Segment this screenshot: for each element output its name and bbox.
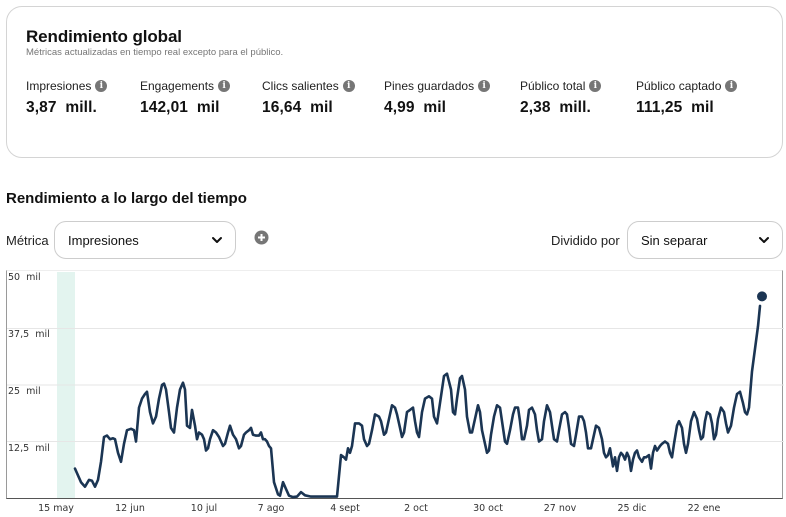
split-select-value: Sin separar (641, 232, 708, 248)
global-performance-card: Rendimiento global Métricas actualizadas… (6, 6, 783, 158)
x-tick: 4 sept (330, 503, 360, 514)
metric-value: 2,38 mill. (520, 99, 591, 116)
metric-label: Engagements (140, 79, 215, 93)
x-tick: 15 may (38, 503, 74, 514)
x-tick: 30 oct (473, 503, 503, 514)
plus-circle-icon[interactable] (254, 230, 269, 245)
over-time-title: Rendimiento a lo largo del tiempo (6, 190, 247, 207)
y-tick: 25 mil (8, 386, 41, 397)
metric-value: 111,25 mil (636, 99, 714, 116)
info-icon[interactable]: i (95, 80, 108, 92)
metric-engagements: Engagements i 142,01 mil (140, 79, 231, 117)
metric-label: Público captado (636, 79, 722, 93)
global-title: Rendimiento global (26, 27, 182, 46)
metric-value: 3,87 mill. (26, 99, 97, 116)
x-tick: 22 ene (687, 503, 721, 514)
info-icon[interactable]: i (218, 80, 231, 92)
metric-clics-salientes: Clics salientes i 16,64 mil (262, 79, 355, 117)
metric-value: 142,01 mil (140, 99, 220, 116)
x-tick: 7 ago (257, 503, 285, 514)
info-icon[interactable]: i (478, 80, 491, 92)
x-tick: 25 dic (617, 503, 647, 514)
metric-label: Impresiones (26, 79, 92, 93)
x-tick: 12 jun (115, 503, 145, 514)
x-tick: 2 oct (404, 503, 428, 514)
y-tick: 50 mil (8, 272, 41, 283)
chevron-down-icon (212, 237, 222, 243)
global-subtitle: Métricas actualizadas en tiempo real exc… (26, 47, 284, 58)
info-icon[interactable]: i (725, 80, 738, 92)
metric-select[interactable]: Impresiones (54, 221, 236, 259)
metric-label: Público total (520, 79, 586, 93)
line-chart (7, 272, 784, 499)
y-tick: 12,5 mil (8, 443, 50, 454)
metric-value: 4,99 mil (384, 99, 447, 116)
split-select[interactable]: Sin separar (627, 221, 783, 259)
metric-publico-captado: Público captado i 111,25 mil (636, 79, 738, 117)
x-tick: 27 nov (543, 503, 577, 514)
metric-label: Pines guardados (384, 79, 475, 93)
split-label: Dividido por (551, 233, 620, 248)
performance-chart[interactable] (6, 270, 784, 499)
metric-select-value: Impresiones (68, 232, 139, 248)
x-tick: 10 jul (190, 503, 218, 514)
metric-value: 16,64 mil (262, 99, 333, 116)
last-point-marker[interactable] (757, 291, 767, 302)
metric-label: Métrica (6, 233, 49, 248)
metric-pines-guardados: Pines guardados i 4,99 mil (384, 79, 491, 117)
metric-impresiones: Impresiones i 3,87 mill. (26, 79, 108, 117)
info-icon[interactable]: i (342, 80, 355, 92)
impressions-line (73, 304, 762, 499)
metric-label: Clics salientes (262, 79, 339, 93)
y-tick: 37,5 mil (8, 329, 50, 340)
metric-publico-total: Público total i 2,38 mill. (520, 79, 602, 117)
info-icon[interactable]: i (589, 80, 602, 92)
chevron-down-icon (759, 237, 769, 243)
